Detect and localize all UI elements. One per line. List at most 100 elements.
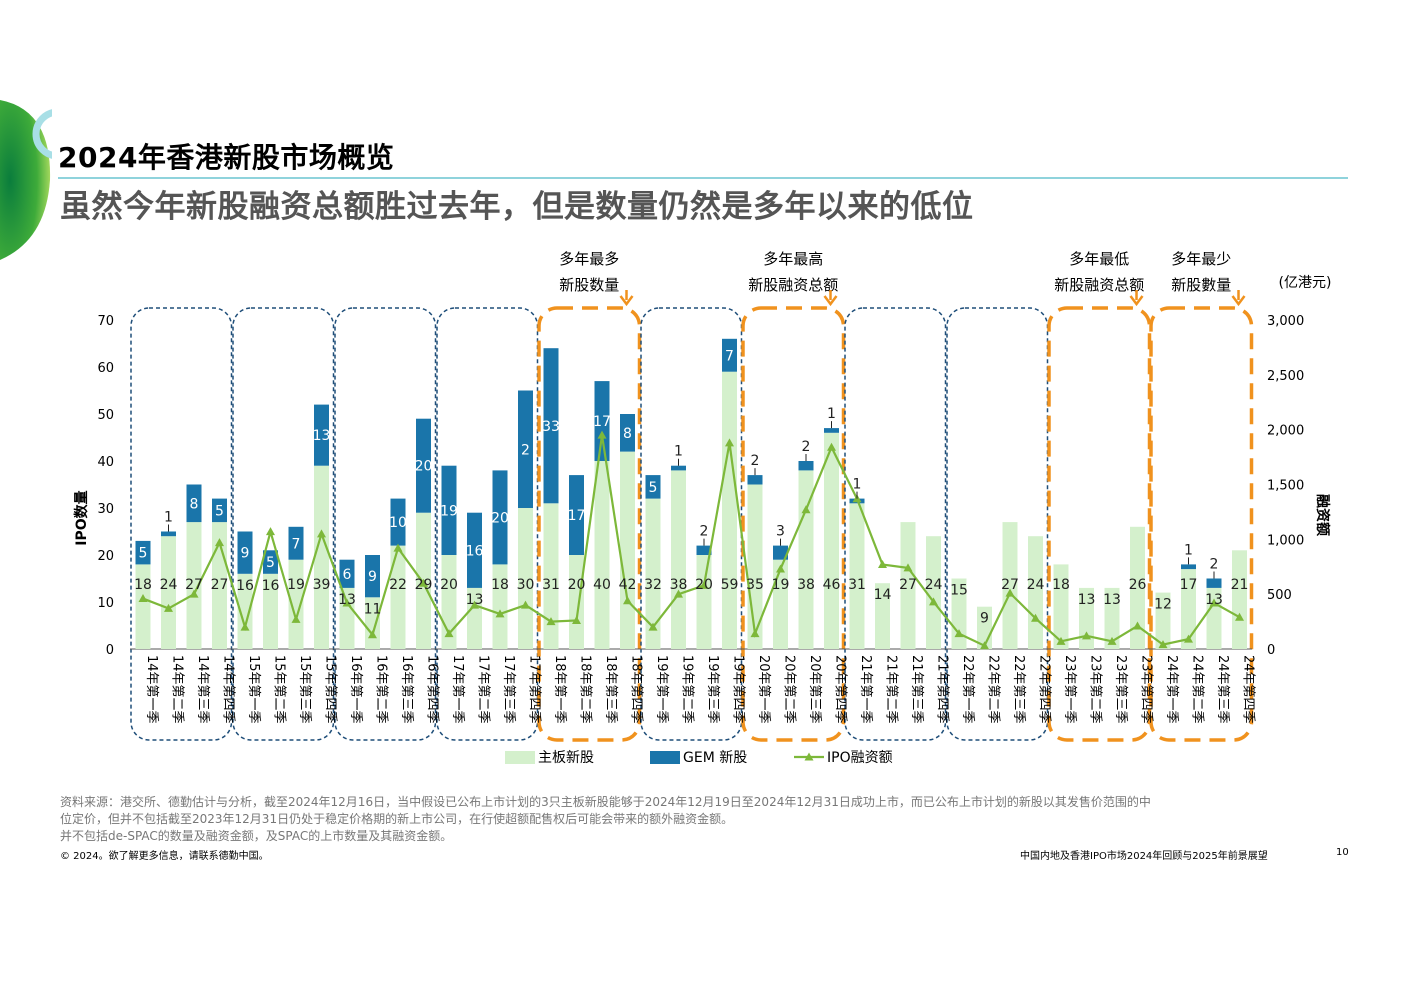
ipo-amount-marker bbox=[393, 543, 403, 552]
main-bar-value-label: 21 bbox=[1231, 577, 1249, 593]
gem-bar bbox=[671, 465, 686, 471]
main-bar-value-label: 18 bbox=[491, 577, 509, 593]
right-axis-tick-label: 2,000 bbox=[1267, 424, 1304, 439]
ipo-amount-marker bbox=[1184, 634, 1193, 643]
gem-bar-value-label: 7 bbox=[725, 348, 734, 364]
main-board-bar bbox=[773, 559, 788, 649]
legend-main-board-swatch bbox=[505, 751, 535, 764]
main-bar-value-label: 38 bbox=[797, 577, 815, 593]
gem-bar-value-label: 19 bbox=[440, 503, 458, 519]
ipo-amount-marker bbox=[1158, 640, 1168, 649]
annotation-text: 新股數量 bbox=[1171, 276, 1231, 294]
gem-bar-value-label: 1 bbox=[853, 477, 862, 493]
main-board-bar bbox=[263, 573, 278, 649]
main-board-bar bbox=[492, 564, 508, 649]
gem-bar-value-label: 10 bbox=[389, 515, 407, 531]
decorative-leaf-graphic bbox=[0, 100, 52, 260]
gem-bar bbox=[773, 545, 788, 560]
gem-bar bbox=[441, 465, 457, 555]
main-bar-value-label: 13 bbox=[1103, 592, 1121, 608]
category-label: 24年第二季 bbox=[1190, 655, 1205, 724]
category-label: 23年第三季 bbox=[1113, 655, 1128, 724]
right-axis-tick-label: 1,500 bbox=[1267, 479, 1304, 494]
gem-bar-value-label: 9 bbox=[241, 546, 250, 562]
ipo-amount-marker bbox=[291, 614, 301, 623]
ipo-amount-marker bbox=[648, 622, 658, 631]
left-axis-tick-label: 20 bbox=[97, 549, 114, 564]
main-bar-value-label: 32 bbox=[644, 577, 662, 593]
main-bar-value-label: 42 bbox=[619, 577, 637, 593]
main-bar-value-label: 27 bbox=[899, 577, 917, 593]
main-board-bar bbox=[1002, 522, 1018, 649]
annotation-arrow bbox=[1231, 290, 1246, 307]
ipo-amount-marker bbox=[470, 600, 479, 609]
main-bar-value-label: 59 bbox=[721, 577, 739, 593]
gem-bar bbox=[161, 531, 176, 537]
left-axis-tick-label: 40 bbox=[97, 455, 114, 470]
right-axis-unit: (亿港元) bbox=[1279, 275, 1332, 291]
annotation-arrow bbox=[823, 290, 838, 307]
annotation-text: 新股融资总额 bbox=[1054, 276, 1144, 294]
category-label: 23年第一季 bbox=[1062, 655, 1077, 724]
category-label: 20年第二季 bbox=[782, 655, 797, 724]
gem-bar-value-label: 5 bbox=[139, 546, 148, 562]
main-bar-value-label: 13 bbox=[1205, 592, 1223, 608]
ipo-amount-marker bbox=[572, 615, 581, 624]
gem-bar-value-label: 2 bbox=[751, 453, 760, 469]
gem-bar-value-label: 17 bbox=[568, 508, 586, 524]
gem-bar-value-label: 2 bbox=[700, 524, 709, 540]
gem-bar-value-label: 1 bbox=[1184, 542, 1193, 558]
gem-bar bbox=[390, 498, 406, 546]
main-board-bar bbox=[1181, 569, 1196, 649]
category-label: 17年第三季 bbox=[501, 655, 516, 724]
main-board-bar bbox=[875, 583, 890, 649]
main-board-bar bbox=[926, 536, 941, 649]
page-subtitle: 虽然今年新股融资总额胜过去年，但是数量仍然是多年以来的低位 bbox=[60, 189, 974, 225]
annotation-text: 多年最多 bbox=[559, 250, 619, 268]
main-bar-value-label: 46 bbox=[823, 577, 841, 593]
category-label: 16年第三季 bbox=[399, 655, 414, 724]
gem-bar bbox=[492, 470, 508, 565]
main-board-bar bbox=[1206, 587, 1222, 649]
ipo-amount-marker bbox=[317, 529, 326, 538]
category-label: 23年第四季 bbox=[1139, 655, 1154, 724]
gem-bar-value-label: 5 bbox=[266, 555, 275, 571]
gem-bar bbox=[365, 555, 380, 598]
page-title: 2024年香港新股市场概览 bbox=[58, 141, 395, 174]
main-board-bar bbox=[186, 522, 202, 649]
ipo-amount-marker bbox=[240, 622, 250, 631]
category-label: 21年第三季 bbox=[909, 655, 924, 724]
gem-bar bbox=[543, 348, 559, 504]
main-board-bar bbox=[467, 587, 482, 649]
category-label: 19年第三季 bbox=[705, 655, 720, 724]
ipo-amount-marker bbox=[1235, 612, 1244, 621]
main-bar-value-label: 27 bbox=[211, 577, 229, 593]
category-label: 17年第四季 bbox=[527, 655, 542, 724]
gem-bar-value-label: 5 bbox=[215, 503, 224, 519]
gem-bar bbox=[798, 461, 814, 471]
main-board-bar bbox=[288, 559, 304, 649]
main-board-bar bbox=[1104, 587, 1120, 649]
legend-gem-swatch bbox=[650, 751, 680, 764]
category-label: 14年第二季 bbox=[170, 655, 185, 724]
main-bar-value-label: 27 bbox=[185, 577, 203, 593]
gem-bar-value-label: 2 bbox=[1210, 557, 1219, 573]
category-label: 22年第三季 bbox=[1011, 655, 1026, 724]
source-note-line: 并不包括de-SPAC的数量及融资金额，及SPAC的上市数量及其融资金额。 bbox=[60, 829, 453, 843]
main-bar-value-label: 30 bbox=[517, 577, 535, 593]
main-board-bar bbox=[339, 587, 355, 649]
main-bar-value-label: 24 bbox=[925, 577, 943, 593]
category-label: 17年第一季 bbox=[450, 655, 465, 724]
page-number: 10 bbox=[1336, 847, 1349, 858]
ipo-amount-marker bbox=[954, 629, 964, 638]
gem-bar bbox=[645, 475, 661, 499]
ipo-amount-marker bbox=[903, 563, 913, 572]
main-bar-value-label: 9 bbox=[980, 611, 989, 627]
gem-bar-value-label: 2 bbox=[802, 439, 811, 455]
year-group-frame bbox=[232, 307, 335, 741]
main-board-bar bbox=[900, 522, 916, 649]
ipo-amount-marker bbox=[699, 580, 709, 589]
gem-bar bbox=[518, 390, 533, 508]
left-axis-title: IPO数量 bbox=[73, 490, 90, 545]
category-label: 19年第一季 bbox=[654, 655, 669, 724]
